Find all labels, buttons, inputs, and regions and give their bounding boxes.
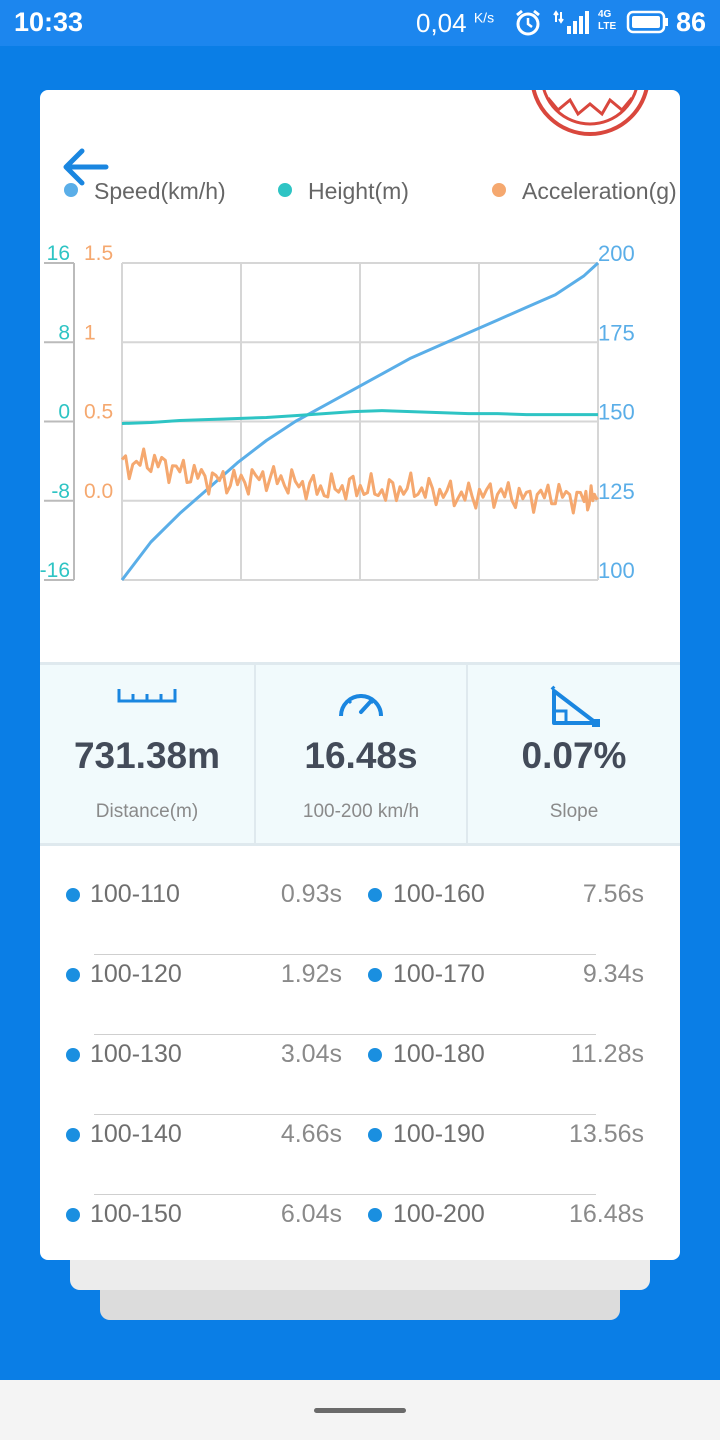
split-dot xyxy=(66,888,80,902)
split-range-label: 100-200 xyxy=(393,1200,485,1228)
split-range-label: 100-170 xyxy=(393,960,485,988)
split-row: 100-110 0.93s 100-160 7.56s xyxy=(40,870,680,955)
left-outer-tick-label: -16 xyxy=(40,559,70,582)
distance-label: Distance(m) xyxy=(95,801,199,822)
split-time-value: 6.04s xyxy=(280,1200,342,1228)
legend-dot-acceleration xyxy=(492,183,506,197)
legend-dot-height xyxy=(278,183,292,197)
split-dot xyxy=(368,1208,382,1222)
status-time: 10:33 xyxy=(14,7,84,37)
split-time-value: 0.93s xyxy=(280,880,342,908)
legend-label-height: Height(m) xyxy=(308,178,409,204)
split-divider xyxy=(94,954,596,955)
split-dot xyxy=(66,968,80,982)
slope-label: Slope xyxy=(549,801,599,822)
split-time-value: 9.34s xyxy=(582,960,644,988)
stats-panel: 731.38m Distance(m) 16.48s 100-200 km/h … xyxy=(40,662,680,846)
signal-icon xyxy=(553,10,589,34)
slope-value: 0.07% xyxy=(521,735,627,776)
split-divider xyxy=(94,1114,596,1115)
split-time-value: 7.56s xyxy=(582,880,644,908)
split-range-label: 100-190 xyxy=(393,1120,485,1148)
split-row: 100-120 1.92s 100-170 9.34s xyxy=(40,950,680,1035)
right-tick-label: 100 xyxy=(598,558,635,583)
split-time-value: 3.04s xyxy=(280,1040,342,1068)
series-line-height-m xyxy=(121,409,598,425)
network-speed-value: 0,04 xyxy=(416,8,467,38)
stat-distance: 731.38m Distance(m) xyxy=(40,665,256,843)
split-dot xyxy=(368,888,382,902)
right-tick-label: 125 xyxy=(598,479,635,504)
split-range-label: 100-160 xyxy=(393,880,485,908)
result-card: Speed(km/h) Height(m) Acceleration(g) 16… xyxy=(40,90,680,1260)
split-dot xyxy=(368,1128,382,1142)
left-outer-tick-label: 8 xyxy=(58,321,70,344)
split-row: 100-140 4.66s 100-190 13.56s xyxy=(40,1110,680,1195)
chart-legend: Speed(km/h) Height(m) Acceleration(g) xyxy=(40,178,680,214)
legend-dot-speed xyxy=(64,183,78,197)
split-range-label: 100-130 xyxy=(90,1040,182,1068)
battery-level: 86 xyxy=(676,7,707,37)
split-dot xyxy=(66,1048,80,1062)
split-row: 100-150 6.04s 100-200 16.48s xyxy=(40,1190,680,1260)
left-inner-tick-label: 1.5 xyxy=(84,242,113,265)
left-outer-tick-label: -8 xyxy=(51,480,70,503)
distance-value: 731.38m xyxy=(73,735,221,776)
split-row: 100-130 3.04s 100-180 11.28s xyxy=(40,1030,680,1115)
series-line-speed-km-h xyxy=(120,261,600,581)
legend-item-acceleration: Acceleration(g) xyxy=(492,178,677,205)
back-arrow-icon[interactable] xyxy=(58,144,114,190)
legend-label-acceleration: Acceleration(g) xyxy=(522,178,677,204)
split-dot xyxy=(66,1208,80,1222)
split-time-value: 13.56s xyxy=(568,1120,644,1148)
left-inner-tick-label: 0.0 xyxy=(84,480,113,503)
slope-icon xyxy=(550,685,600,727)
split-dot xyxy=(368,1048,382,1062)
network-speed-unit: K/s xyxy=(473,9,495,26)
speedometer-icon xyxy=(339,694,383,717)
right-tick-label: 200 xyxy=(598,241,635,266)
left-inner-tick-label: 1 xyxy=(84,321,96,344)
navigation-bar xyxy=(0,1380,720,1440)
network-type: 4G LTE xyxy=(598,9,617,32)
split-range-label: 100-140 xyxy=(90,1120,182,1148)
battery-icon xyxy=(626,10,668,34)
ruler-icon xyxy=(117,689,177,703)
stat-time: 16.48s 100-200 km/h xyxy=(256,665,468,843)
performance-chart: 16 8 0 -8 -16 1.5 1 0.5 0.0 200 175 150 125 100 xyxy=(40,241,635,583)
network-speed: 0,04 K/s xyxy=(416,8,494,39)
time-value: 16.48s xyxy=(304,735,418,776)
stat-slope: 0.07% Slope xyxy=(468,665,680,843)
split-range-label: 100-110 xyxy=(90,880,180,908)
split-dot xyxy=(66,1128,80,1142)
left-inner-tick-label: 0.5 xyxy=(84,401,113,424)
split-range-label: 100-180 xyxy=(393,1040,485,1068)
left-outer-tick-label: 16 xyxy=(47,242,70,265)
time-label: 100-200 km/h xyxy=(302,801,420,822)
split-divider xyxy=(94,1034,596,1035)
split-time-value: 11.28s xyxy=(570,1040,644,1068)
split-divider xyxy=(94,1194,596,1195)
right-tick-label: 150 xyxy=(598,400,635,425)
right-tick-label: 175 xyxy=(598,320,635,345)
split-time-value: 1.92s xyxy=(280,960,342,988)
stamp-badge xyxy=(531,90,649,136)
split-time-value: 4.66s xyxy=(280,1120,342,1148)
split-time-value: 16.48s xyxy=(568,1200,644,1228)
legend-item-speed: Speed(km/h) xyxy=(64,178,226,205)
legend-item-height: Height(m) xyxy=(278,178,409,205)
split-range-label: 100-120 xyxy=(90,960,182,988)
home-indicator[interactable] xyxy=(314,1408,406,1413)
series-line-acceleration-g xyxy=(120,447,599,515)
legend-label-speed: Speed(km/h) xyxy=(94,178,226,204)
split-range-label: 100-150 xyxy=(90,1200,182,1228)
left-outer-tick-label: 0 xyxy=(58,401,70,424)
alarm-icon xyxy=(516,9,540,36)
split-dot xyxy=(368,968,382,982)
status-bar: 10:33 0,04 K/s 4G LTE 86 xyxy=(0,0,720,46)
